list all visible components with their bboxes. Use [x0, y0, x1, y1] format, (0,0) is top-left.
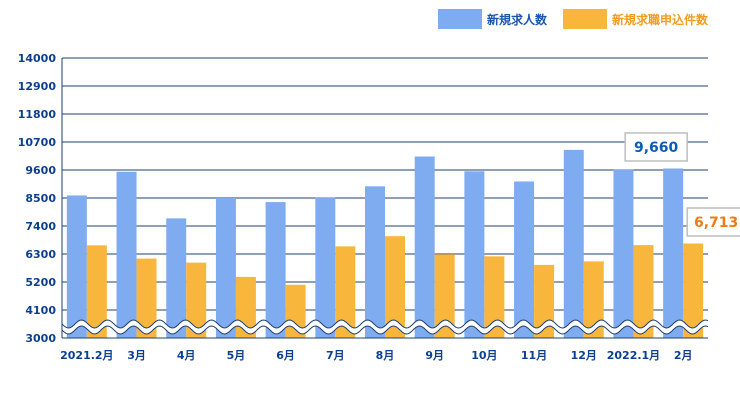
- y-tick-label: 6300: [25, 248, 56, 261]
- bar-new-job-openings: [514, 181, 535, 338]
- callouts: 9,660 6,713: [624, 132, 740, 237]
- y-tick-label: 10700: [18, 136, 57, 149]
- bar-new-applications: [186, 262, 207, 338]
- bar-new-job-openings: [66, 195, 87, 338]
- axis-break: [61, 319, 709, 335]
- y-tick-label: 3000: [25, 332, 56, 345]
- axes: [61, 58, 708, 339]
- y-tick-label: 14000: [18, 52, 57, 65]
- x-tick-label: 3月: [127, 349, 146, 362]
- legend-swatch-new-applications: [563, 9, 607, 29]
- bar-new-job-openings: [613, 169, 634, 338]
- bar-new-job-openings: [166, 218, 187, 338]
- bar-new-applications: [583, 261, 604, 338]
- bar-new-job-openings: [116, 171, 137, 338]
- bar-new-applications: [484, 256, 505, 338]
- bar-new-job-openings: [215, 198, 236, 338]
- x-axis-ticks: 2021.2月 3月 4月 5月 6月 7月 8月 9月 10月 11月 12月 2022.1月 2月: [60, 349, 692, 362]
- bar-new-job-openings: [315, 197, 336, 338]
- x-tick-label: 4月: [177, 349, 196, 362]
- y-tick-label: 4100: [25, 304, 56, 317]
- axis-break-band: [62, 320, 708, 334]
- x-tick-label: 2月: [674, 349, 693, 362]
- legend-label-new-applications: 新規求職申込件数: [612, 12, 709, 27]
- bar-new-applications: [136, 258, 157, 338]
- x-tick-label: 5月: [227, 349, 246, 362]
- bar-new-job-openings: [365, 186, 385, 338]
- x-tick-label: 9月: [425, 349, 444, 362]
- callout-new-applications: 6,713: [686, 207, 740, 237]
- legend-swatch-new-job-openings: [438, 9, 482, 29]
- bar-new-applications: [335, 246, 356, 338]
- callout-value: 9,660: [634, 140, 679, 156]
- bar-new-applications: [633, 245, 654, 338]
- axis-break-line-top: [61, 319, 709, 329]
- y-tick-label: 8500: [25, 192, 56, 205]
- legend: 新規求人数 新規求職申込件数: [438, 9, 709, 29]
- x-tick-label: 8月: [376, 349, 395, 362]
- legend-label-new-job-openings: 新規求人数: [487, 12, 548, 27]
- bar-new-applications: [434, 254, 455, 338]
- bar-new-job-openings: [563, 149, 584, 338]
- x-tick-label: 11月: [521, 349, 547, 362]
- x-tick-label: 10月: [471, 349, 497, 362]
- y-tick-label: 7400: [25, 220, 56, 233]
- callout-box: [624, 132, 688, 162]
- bar-new-job-openings: [265, 202, 286, 338]
- x-tick-label: 6月: [276, 349, 295, 362]
- bar-new-job-openings: [663, 168, 684, 338]
- bar-new-applications: [385, 236, 405, 338]
- x-tick-label: 7月: [326, 349, 345, 362]
- y-tick-label: 9600: [25, 164, 56, 177]
- callout-box: [686, 207, 740, 237]
- bar-new-applications: [86, 245, 107, 338]
- bar-new-job-openings: [464, 171, 485, 338]
- callout-new-job-openings: 9,660: [624, 132, 688, 162]
- y-tick-label: 5200: [25, 276, 56, 289]
- x-tick-label: 12月: [571, 349, 597, 362]
- bar-new-job-openings: [414, 156, 435, 338]
- y-tick-label: 12900: [18, 80, 57, 93]
- callout-value: 6,713: [694, 215, 738, 231]
- x-tick-label: 2022.1月: [607, 349, 660, 362]
- y-axis-ticks: 3000 4100 5200 6300 7400 8500 9600 10700 11800 12…: [18, 52, 57, 345]
- x-tick-label: 2021.2月: [60, 349, 113, 362]
- y-tick-label: 11800: [18, 108, 57, 121]
- axis-break-line-bottom: [61, 325, 709, 335]
- bar-new-applications: [683, 243, 704, 338]
